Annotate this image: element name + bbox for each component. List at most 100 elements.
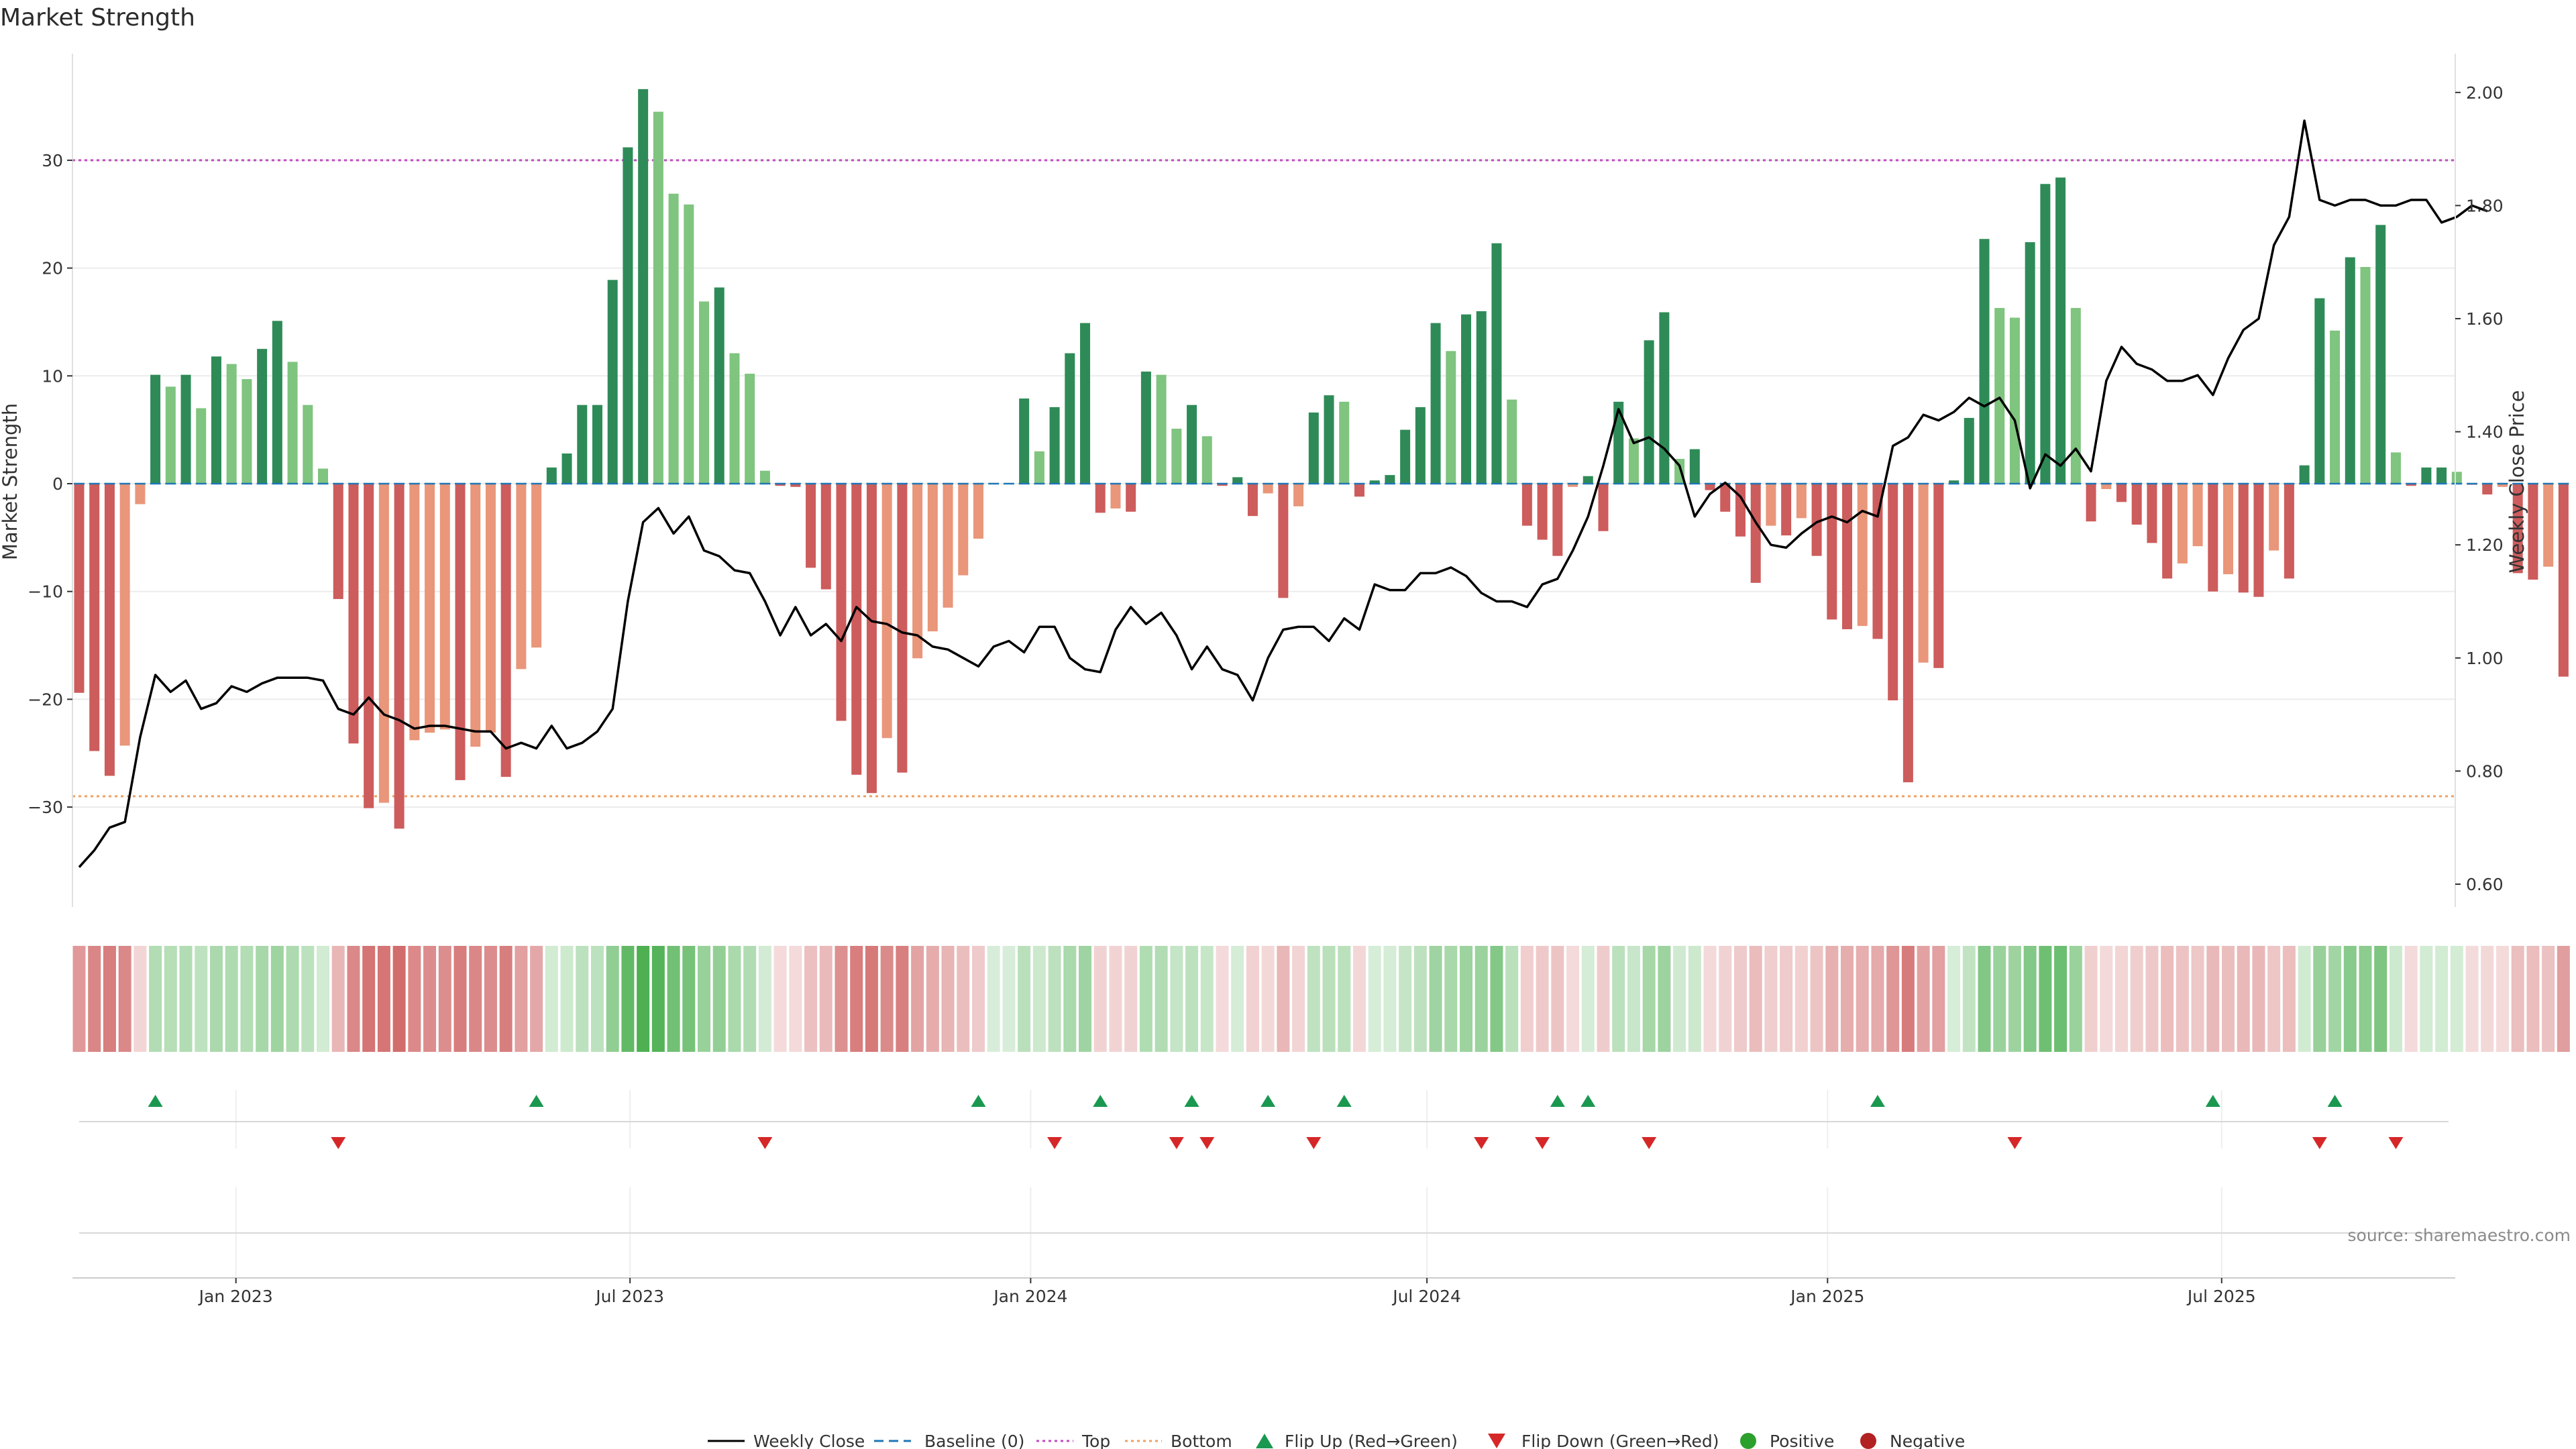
heat-cell bbox=[637, 946, 650, 1052]
flip-down-marker bbox=[1199, 1137, 1215, 1149]
strength-bar bbox=[531, 484, 542, 648]
strength-bar bbox=[1964, 417, 1974, 484]
heat-cell bbox=[1749, 946, 1762, 1052]
heat-cell bbox=[1917, 946, 1930, 1052]
strength-bar bbox=[1537, 484, 1548, 540]
strength-bar bbox=[1644, 340, 1654, 484]
strength-bar bbox=[1888, 484, 1898, 701]
strength-bar bbox=[943, 484, 953, 608]
strength-bar bbox=[1278, 484, 1289, 598]
flip-down-marker bbox=[1169, 1137, 1184, 1149]
strength-bar bbox=[135, 484, 146, 504]
heat-cell bbox=[2145, 946, 2159, 1052]
x-tick-label: Jan 2023 bbox=[198, 1287, 273, 1306]
strength-bar bbox=[1019, 398, 1030, 484]
heat-cell bbox=[2069, 946, 2082, 1052]
flip-up-marker bbox=[148, 1095, 163, 1107]
strength-bar bbox=[546, 467, 557, 484]
strength-bar bbox=[1369, 480, 1380, 484]
heat-cell bbox=[1794, 946, 1808, 1052]
heat-cell bbox=[423, 946, 437, 1052]
heat-cell bbox=[2084, 946, 2098, 1052]
flip-down-marker bbox=[1047, 1137, 1063, 1149]
heat-cell bbox=[728, 946, 741, 1052]
heat-cell bbox=[1032, 946, 1046, 1052]
heat-cell bbox=[590, 946, 604, 1052]
heat-cell bbox=[2343, 946, 2357, 1052]
strength-bar bbox=[653, 111, 663, 484]
heat-cell bbox=[149, 946, 162, 1052]
strength-bar bbox=[2512, 484, 2523, 574]
strength-bar bbox=[1796, 484, 1807, 519]
strength-bar bbox=[2208, 484, 2218, 592]
strength-heatmap-strip bbox=[72, 946, 2570, 1052]
heat-cell bbox=[926, 946, 939, 1052]
legend-positive: Positive bbox=[1770, 1432, 1834, 1449]
strength-bar bbox=[226, 364, 237, 484]
heat-cell bbox=[1978, 946, 1991, 1052]
heat-cell bbox=[773, 946, 787, 1052]
heat-cell bbox=[1307, 946, 1320, 1052]
heat-cell bbox=[804, 946, 818, 1052]
heat-cell bbox=[2542, 946, 2555, 1052]
heat-cell bbox=[2496, 946, 2509, 1052]
strength-bar bbox=[1918, 484, 1929, 663]
strength-bar bbox=[2497, 484, 2508, 487]
strength-bar bbox=[180, 374, 191, 484]
heat-cell bbox=[1688, 946, 1701, 1052]
strength-bar bbox=[2162, 484, 2173, 579]
strength-bar bbox=[1354, 484, 1364, 497]
heat-cell bbox=[2420, 946, 2433, 1052]
strength-bar bbox=[1811, 484, 1822, 556]
heat-cell bbox=[1216, 946, 1229, 1052]
heat-cell bbox=[1733, 946, 1747, 1052]
heat-cell bbox=[195, 946, 208, 1052]
strength-bar bbox=[1400, 429, 1411, 484]
strength-bar bbox=[2314, 298, 2325, 484]
strength-bar bbox=[2528, 484, 2538, 580]
strength-bar bbox=[2360, 266, 2371, 484]
flip-markers-panel bbox=[79, 1095, 2449, 1234]
strength-bar bbox=[272, 321, 282, 484]
x-tick-label: Jul 2024 bbox=[1391, 1287, 1461, 1306]
strength-bar bbox=[1156, 374, 1167, 484]
heat-cell bbox=[2237, 946, 2250, 1052]
strength-bar bbox=[196, 408, 207, 484]
flip-up-marker bbox=[1336, 1095, 1352, 1107]
strength-bar bbox=[759, 470, 770, 484]
strength-bar bbox=[1095, 484, 1106, 513]
heat-cell bbox=[377, 946, 390, 1052]
heat-cell bbox=[2389, 946, 2402, 1052]
heat-cell bbox=[1673, 946, 1686, 1052]
heat-cell bbox=[1124, 946, 1138, 1052]
heat-cell bbox=[301, 946, 315, 1052]
flip-down-marker bbox=[1474, 1137, 1489, 1149]
strength-bar bbox=[1902, 484, 1913, 783]
flip-down-marker bbox=[1306, 1137, 1322, 1149]
heat-cell bbox=[2282, 946, 2296, 1052]
strength-bar bbox=[927, 484, 938, 632]
legend-top: Top bbox=[1081, 1432, 1110, 1449]
strength-bar bbox=[1476, 311, 1487, 484]
heat-cell bbox=[1139, 946, 1152, 1052]
heat-cell bbox=[1048, 946, 1061, 1052]
strength-bars bbox=[74, 89, 2569, 829]
heat-cell bbox=[1261, 946, 1275, 1052]
strength-bar bbox=[241, 379, 252, 484]
strength-bar bbox=[851, 484, 862, 775]
strength-bar bbox=[303, 405, 313, 484]
heat-cell bbox=[362, 946, 376, 1052]
heat-cell bbox=[1079, 946, 1092, 1052]
heat-cell bbox=[1444, 946, 1458, 1052]
strength-bar bbox=[790, 484, 801, 487]
heat-cell bbox=[865, 946, 878, 1052]
heat-cell bbox=[317, 946, 330, 1052]
heat-cell bbox=[1703, 946, 1717, 1052]
strength-bar bbox=[836, 484, 847, 721]
heat-cell bbox=[1429, 946, 1442, 1052]
y-tick-label-right: 1.40 bbox=[2466, 423, 2504, 442]
strength-bar bbox=[1385, 475, 1395, 484]
heat-cell bbox=[499, 946, 513, 1052]
strength-bar bbox=[1689, 449, 1700, 484]
strength-bar bbox=[729, 353, 740, 484]
